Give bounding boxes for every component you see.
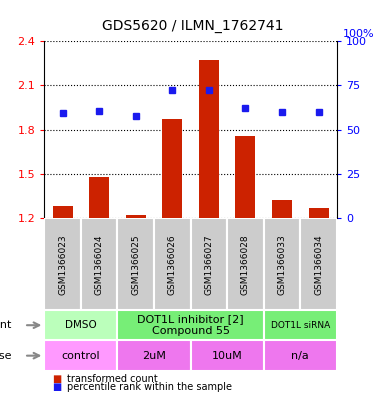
Bar <box>117 340 191 371</box>
Text: dose: dose <box>0 351 12 361</box>
Text: n/a: n/a <box>291 351 309 361</box>
Text: GSM1366027: GSM1366027 <box>204 234 213 295</box>
Text: 100%: 100% <box>343 29 374 39</box>
Bar <box>162 119 182 218</box>
Bar <box>300 218 337 310</box>
Bar <box>126 215 146 218</box>
Bar <box>264 340 337 371</box>
Bar <box>191 218 227 310</box>
Bar <box>154 218 191 310</box>
Bar <box>89 177 109 218</box>
Text: ■: ■ <box>52 382 61 392</box>
Bar <box>308 208 329 218</box>
Bar <box>44 310 117 340</box>
Text: GDS5620 / ILMN_1762741: GDS5620 / ILMN_1762741 <box>102 18 283 33</box>
Bar <box>272 200 292 218</box>
Bar <box>117 310 264 340</box>
Text: agent: agent <box>0 320 12 330</box>
Y-axis label: 100%: 100% <box>0 392 1 393</box>
Text: control: control <box>62 351 100 361</box>
Bar <box>44 340 117 371</box>
Text: GSM1366026: GSM1366026 <box>168 234 177 295</box>
Bar <box>52 206 73 218</box>
Text: ■: ■ <box>52 374 61 384</box>
Text: DOT1L inhibitor [2]
Compound 55: DOT1L inhibitor [2] Compound 55 <box>137 314 244 336</box>
Text: DMSO: DMSO <box>65 320 97 330</box>
Text: GSM1366034: GSM1366034 <box>314 234 323 295</box>
Bar <box>264 218 300 310</box>
Text: percentile rank within the sample: percentile rank within the sample <box>67 382 233 392</box>
Bar <box>235 136 256 218</box>
Text: 10uM: 10uM <box>212 351 243 361</box>
Text: GSM1366025: GSM1366025 <box>131 234 140 295</box>
Text: GSM1366023: GSM1366023 <box>58 234 67 295</box>
Text: 2uM: 2uM <box>142 351 166 361</box>
Bar <box>81 218 117 310</box>
Text: DOT1L siRNA: DOT1L siRNA <box>271 321 330 330</box>
Text: GSM1366024: GSM1366024 <box>95 234 104 294</box>
Text: GSM1366028: GSM1366028 <box>241 234 250 295</box>
Bar <box>199 61 219 218</box>
Text: transformed count: transformed count <box>67 374 158 384</box>
Bar <box>264 310 337 340</box>
Text: GSM1366033: GSM1366033 <box>278 234 286 295</box>
Bar <box>117 218 154 310</box>
Bar <box>227 218 264 310</box>
Bar <box>44 218 81 310</box>
Bar <box>191 340 264 371</box>
